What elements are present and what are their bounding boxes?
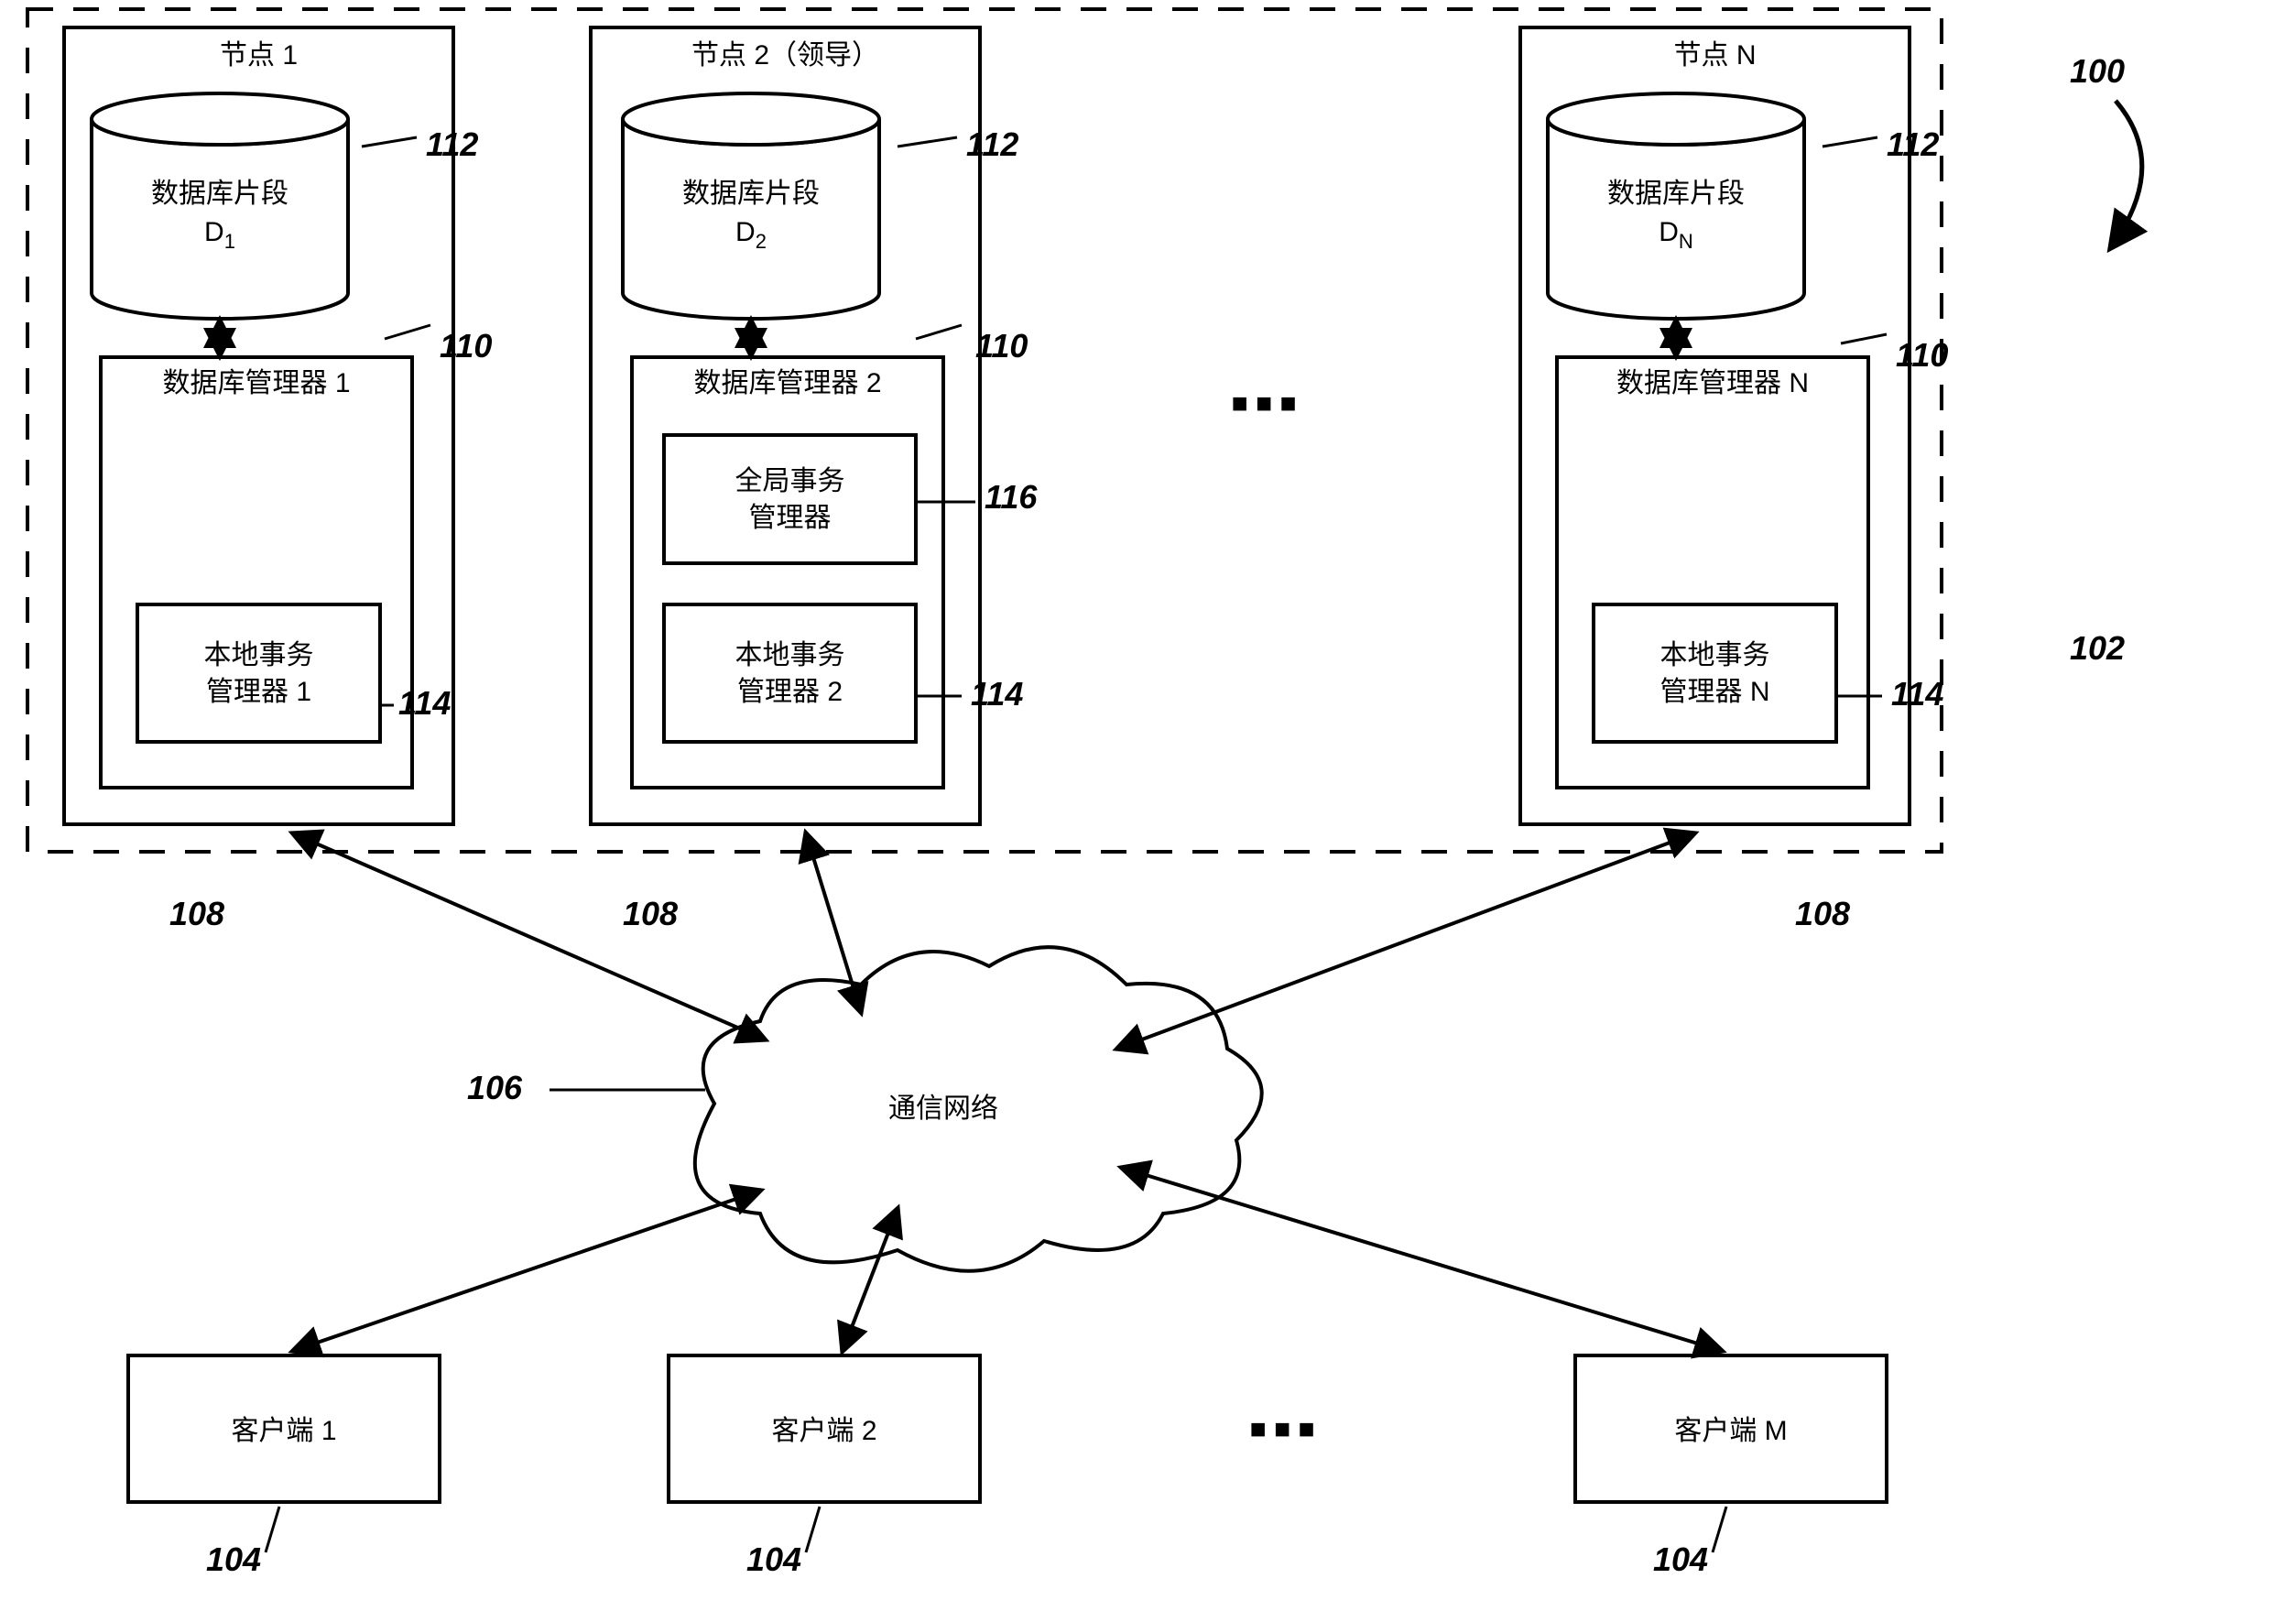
svg-text:本地事务: 本地事务: [1660, 640, 1770, 670]
svg-text:通信网络: 通信网络: [888, 1094, 998, 1124]
svg-text:104: 104: [206, 1540, 261, 1578]
svg-text:106: 106: [467, 1069, 523, 1106]
svg-text:104: 104: [746, 1540, 801, 1578]
svg-text:■ ■ ■: ■ ■ ■: [1249, 1414, 1314, 1444]
svg-text:管理器 N: 管理器 N: [1660, 677, 1770, 707]
svg-text:节点 1: 节点 1: [220, 40, 298, 71]
svg-text:数据库片段: 数据库片段: [1607, 179, 1745, 209]
diagram-canvas: 节点 1数据库片段D1数据库管理器 1本地事务管理器 1节点 2（领导）数据库片…: [0, 0, 2296, 1600]
svg-text:108: 108: [169, 895, 224, 932]
svg-text:本地事务: 本地事务: [735, 640, 845, 670]
svg-text:数据库管理器 1: 数据库管理器 1: [162, 368, 350, 398]
svg-text:管理器: 管理器: [749, 503, 832, 533]
svg-text:114: 114: [1891, 675, 1943, 713]
svg-text:节点 N: 节点 N: [1674, 40, 1757, 71]
svg-text:管理器 2: 管理器 2: [737, 677, 843, 707]
svg-text:■ ■ ■: ■ ■ ■: [1231, 388, 1296, 419]
svg-text:本地事务: 本地事务: [204, 640, 314, 670]
svg-text:110: 110: [1896, 336, 1948, 374]
svg-text:数据库片段: 数据库片段: [151, 179, 288, 209]
svg-text:116: 116: [985, 478, 1038, 516]
svg-text:110: 110: [975, 327, 1028, 365]
svg-text:110: 110: [440, 327, 492, 365]
svg-text:管理器 1: 管理器 1: [206, 677, 311, 707]
svg-text:100: 100: [2070, 52, 2125, 90]
svg-text:全局事务: 全局事务: [735, 466, 845, 496]
svg-text:数据库管理器 N: 数据库管理器 N: [1616, 368, 1809, 398]
svg-text:104: 104: [1653, 1540, 1708, 1578]
svg-text:数据库管理器 2: 数据库管理器 2: [693, 368, 881, 398]
svg-text:客户端 2: 客户端 2: [771, 1416, 876, 1446]
node-n2: 节点 2（领导）数据库片段D2数据库管理器 2全局事务管理器本地事务管理器 2: [591, 27, 980, 824]
svg-text:客户端 1: 客户端 1: [231, 1416, 336, 1446]
svg-text:数据库片段: 数据库片段: [682, 179, 820, 209]
svg-text:112: 112: [1887, 125, 1939, 163]
svg-text:108: 108: [623, 895, 678, 932]
svg-text:114: 114: [971, 675, 1023, 713]
svg-text:102: 102: [2070, 629, 2125, 667]
svg-text:112: 112: [966, 125, 1018, 163]
node-n1: 节点 1数据库片段D1数据库管理器 1本地事务管理器 1: [64, 27, 453, 824]
svg-text:客户端 M: 客户端 M: [1674, 1416, 1787, 1446]
svg-text:节点 2（领导）: 节点 2（领导）: [691, 40, 879, 71]
svg-text:114: 114: [398, 684, 451, 722]
svg-text:108: 108: [1795, 895, 1850, 932]
svg-text:112: 112: [426, 125, 478, 163]
node-n3: 节点 N数据库片段DN数据库管理器 N本地事务管理器 N: [1520, 27, 1910, 824]
